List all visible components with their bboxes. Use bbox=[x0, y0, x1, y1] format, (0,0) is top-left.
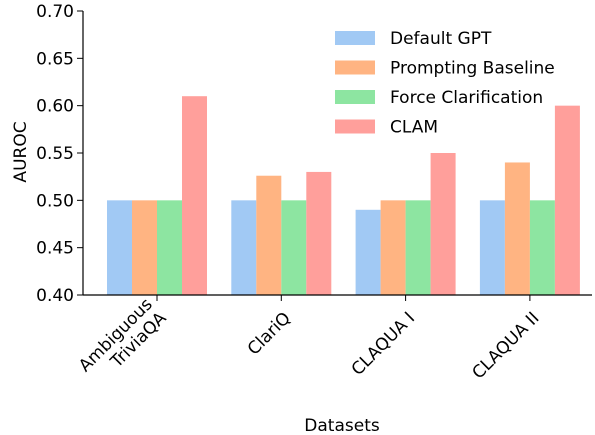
y-tick-label: 0.60 bbox=[36, 97, 74, 117]
legend-swatch bbox=[335, 90, 375, 104]
bar bbox=[355, 209, 381, 295]
bar bbox=[430, 153, 456, 295]
legend-label: Default GPT bbox=[390, 29, 492, 49]
bar bbox=[107, 200, 132, 295]
bar bbox=[281, 200, 307, 295]
y-tick-label: 0.40 bbox=[36, 286, 74, 306]
bar bbox=[132, 200, 157, 295]
x-axis-label: Datasets bbox=[304, 416, 380, 435]
bar bbox=[554, 105, 580, 296]
legend-swatch bbox=[335, 31, 375, 45]
y-tick-label: 0.55 bbox=[36, 144, 74, 164]
legend-swatch bbox=[335, 60, 375, 75]
x-tick-label: AmbiguousTriviaQA bbox=[75, 294, 171, 390]
bar bbox=[529, 200, 555, 295]
x-tick-label: CLAQUA I bbox=[348, 308, 419, 379]
bar bbox=[479, 200, 505, 295]
y-tick-label: 0.70 bbox=[36, 2, 74, 22]
bar bbox=[157, 200, 182, 295]
y-tick-label: 0.65 bbox=[36, 49, 74, 69]
bar bbox=[380, 200, 406, 295]
legend-label: Prompting Baseline bbox=[390, 59, 555, 79]
bar bbox=[231, 200, 257, 295]
y-axis-label: AUROC bbox=[11, 121, 31, 182]
y-tick-label: 0.50 bbox=[36, 191, 74, 211]
bar bbox=[182, 96, 207, 295]
legend-label: CLAM bbox=[390, 118, 438, 138]
x-tick-label: CLAQUA II bbox=[469, 308, 544, 383]
bar bbox=[306, 171, 332, 295]
bar bbox=[504, 162, 530, 295]
y-tick-label: 0.45 bbox=[36, 239, 74, 259]
bar bbox=[256, 175, 282, 295]
legend-swatch bbox=[335, 119, 375, 134]
legend-label: Force Clarification bbox=[390, 88, 543, 108]
bar bbox=[405, 200, 431, 295]
x-tick-label: ClariQ bbox=[244, 308, 295, 359]
